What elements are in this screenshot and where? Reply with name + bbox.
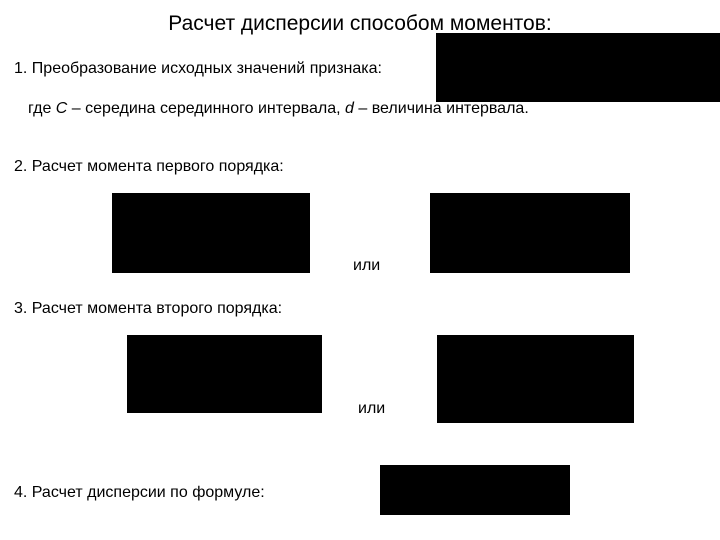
formula-box-5 [437,335,634,423]
step1-note-pre: где [28,100,56,117]
step1-text: 1. Преобразование исходных значений приз… [14,60,382,78]
formula-box-4 [127,335,322,413]
page-title: Расчет дисперсии способом моментов: [0,0,720,36]
formula-box-1 [436,33,720,102]
step1-note: где С – середина серединного интервала, … [28,100,529,118]
step2-text: 2. Расчет момента первого порядка: [14,158,284,176]
formula-box-3 [430,193,630,273]
step3-text: 3. Расчет момента второго порядка: [14,300,282,318]
step1-note-d: d [345,100,354,117]
step4-text: 4. Расчет дисперсии по формуле: [14,484,265,502]
formula-box-2 [112,193,310,273]
step3-or: или [358,400,385,418]
step1-note-post: – величина интервала. [354,100,529,117]
step2-or: или [353,257,380,275]
step1-note-c: С [56,100,68,117]
step1-note-mid: – середина серединного интервала, [67,100,345,117]
formula-box-6 [380,465,570,515]
